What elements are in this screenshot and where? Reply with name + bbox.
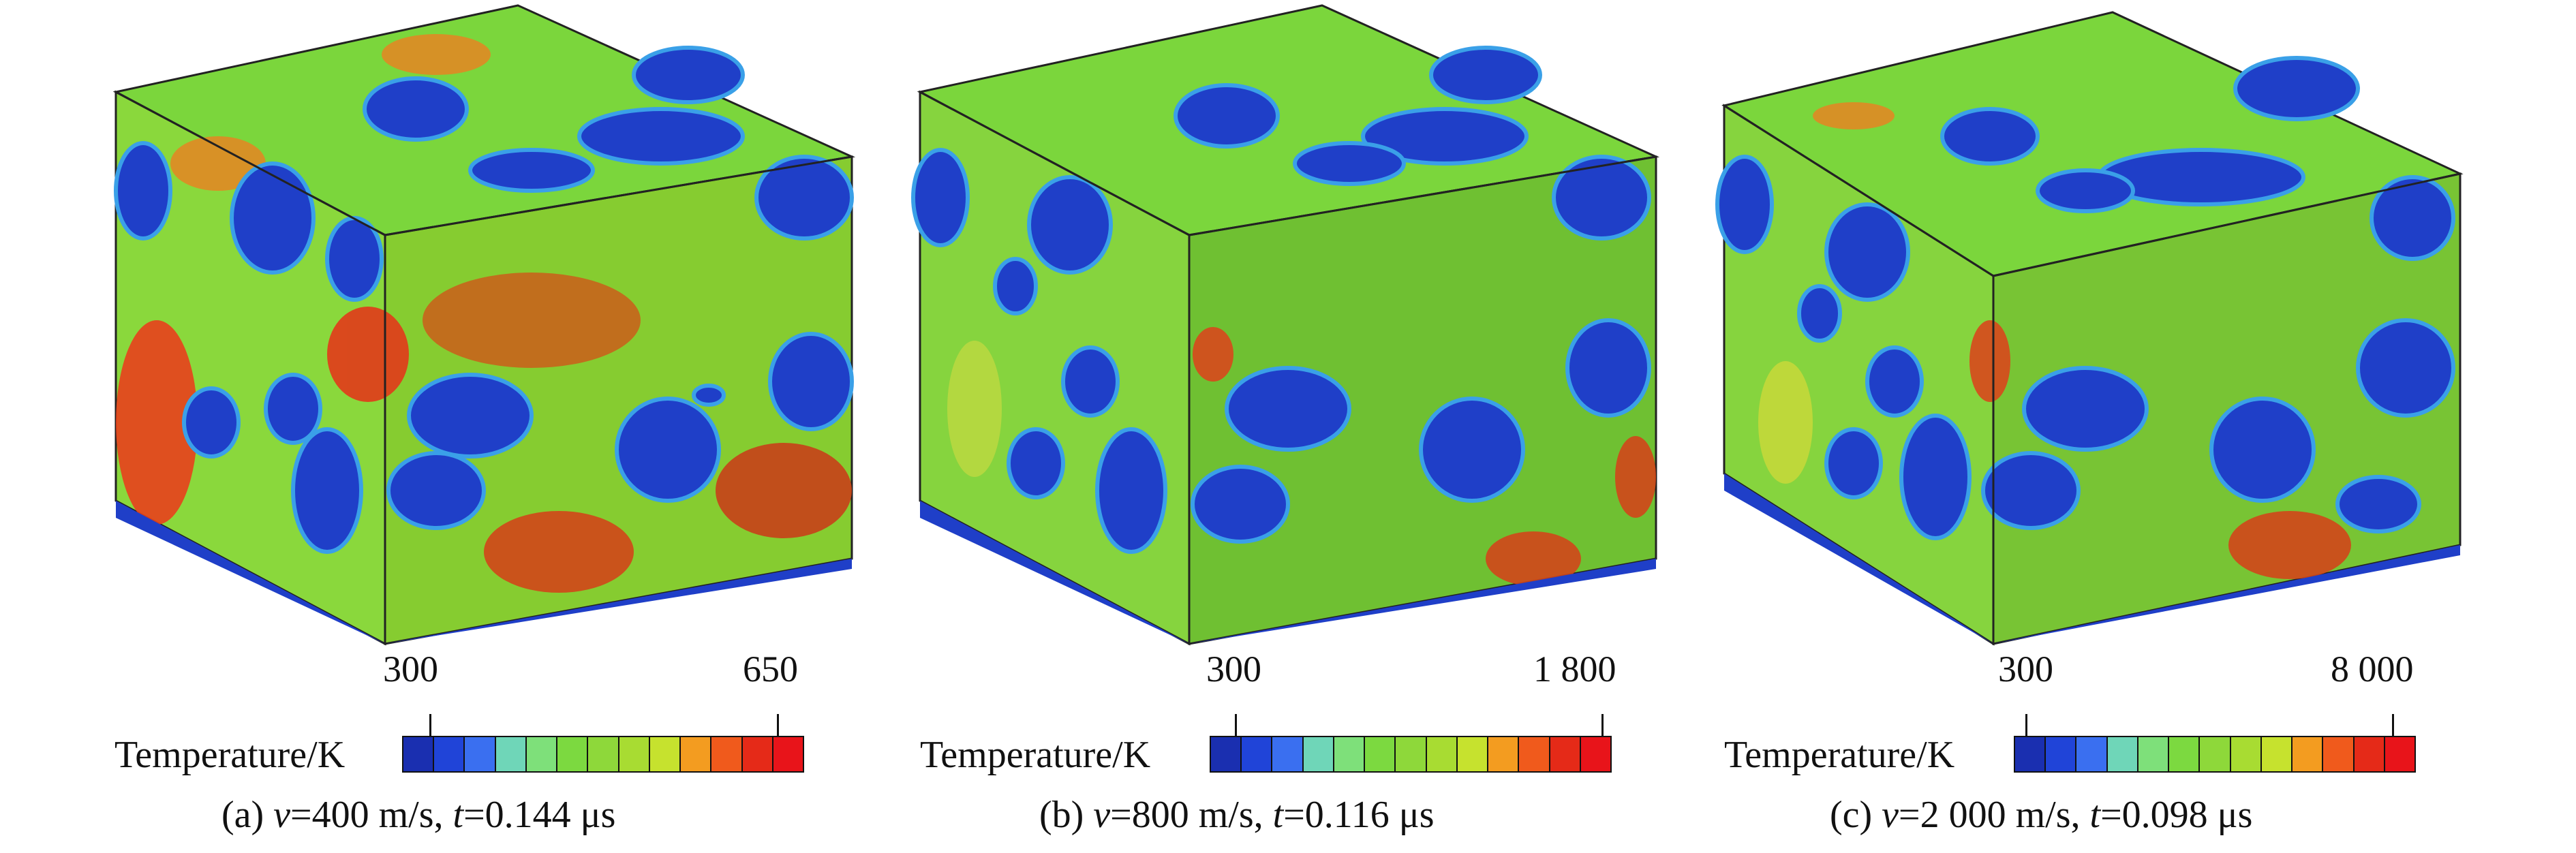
colorbar-min-label: 300 — [1206, 649, 1261, 689]
colorbar-swatch — [773, 737, 803, 771]
colorbar-swatch — [649, 737, 681, 771]
panel-a: 300 650 Temperature/K (a) v=400 m/s, t=0… — [0, 0, 859, 853]
colorbar-swatch — [1550, 737, 1581, 771]
colorbar-swatch — [2323, 737, 2355, 771]
colorbar-swatch — [1303, 737, 1334, 771]
colorbar-title: Temperature/K — [920, 734, 1151, 776]
colorbar-swatch — [1519, 737, 1550, 771]
colorbar-swatch — [1488, 737, 1520, 771]
temperature-cube-a — [112, 4, 856, 646]
colorbar-swatch — [434, 737, 465, 771]
colorbar-swatch — [2015, 737, 2046, 771]
colorbar-swatch — [2230, 737, 2262, 771]
colorbar-swatch — [1426, 737, 1458, 771]
colorbar-max-tick — [1601, 714, 1604, 737]
colorbar-swatch — [1580, 737, 1611, 771]
caption-a: (a) v=400 m/s, t=0.144 μs — [221, 794, 616, 836]
temperature-cube-b — [911, 4, 1660, 646]
colorbar — [2014, 736, 2416, 773]
panel-b: 300 1 800 Temperature/K (b) v=800 m/s, t… — [804, 0, 1663, 853]
colorbar-swatch — [495, 737, 527, 771]
cold-pores — [911, 46, 1651, 554]
caption-c: (c) v=2 000 m/s, t=0.098 μs — [1830, 794, 2253, 836]
colorbar-max-tick — [2392, 714, 2394, 737]
colorbar-swatch — [1334, 737, 1366, 771]
colorbar-swatch — [2200, 737, 2231, 771]
colorbar-swatch — [557, 737, 589, 771]
colorbar-title: Temperature/K — [1724, 734, 1955, 776]
colorbar-max-label: 650 — [743, 649, 798, 689]
colorbar-swatch — [711, 737, 743, 771]
colorbar-min-tick — [429, 714, 431, 737]
hot-regions — [1758, 102, 2351, 579]
colorbar-swatch — [2076, 737, 2108, 771]
colorbar-swatch — [2107, 737, 2138, 771]
hot-regions — [116, 34, 852, 593]
colorbar-swatch — [681, 737, 712, 771]
temperature-cube-c — [1715, 11, 2464, 646]
colorbar-max-label: 8 000 — [2331, 649, 2414, 689]
panel-c: 300 8 000 Temperature/K (c) v=2 000 m/s,… — [1608, 0, 2467, 853]
colorbar-title: Temperature/K — [114, 734, 346, 776]
colorbar-min-label: 300 — [383, 649, 438, 689]
colorbar — [402, 736, 804, 773]
colorbar-swatch — [465, 737, 496, 771]
colorbar-swatch — [403, 737, 435, 771]
colorbar-swatch — [1457, 737, 1489, 771]
colorbar-min-label: 300 — [1998, 649, 2053, 689]
colorbar-swatch — [2138, 737, 2170, 771]
colorbar-swatch — [588, 737, 619, 771]
caption-b: (b) v=800 m/s, t=0.116 μs — [1039, 794, 1435, 836]
colorbar-min-tick — [1235, 714, 1237, 737]
cold-pores — [1715, 56, 2455, 540]
cold-pores — [114, 46, 854, 554]
colorbar-swatch — [2293, 737, 2324, 771]
colorbar-swatch — [1211, 737, 1242, 771]
colorbar-swatch — [619, 737, 650, 771]
colorbar-min-tick — [2025, 714, 2027, 737]
colorbar-swatch — [526, 737, 558, 771]
colorbar-swatch — [1396, 737, 1427, 771]
colorbar-max-label: 1 800 — [1533, 649, 1616, 689]
colorbar-swatch — [1365, 737, 1396, 771]
colorbar-swatch — [1272, 737, 1304, 771]
hot-regions — [947, 327, 1656, 586]
colorbar-swatch — [2261, 737, 2293, 771]
colorbar-max-tick — [777, 714, 779, 737]
colorbar-swatch — [2046, 737, 2077, 771]
colorbar-swatch — [2354, 737, 2385, 771]
colorbar-swatch — [742, 737, 773, 771]
colorbar-swatch — [1242, 737, 1273, 771]
colorbar — [1210, 736, 1612, 773]
colorbar-swatch — [2385, 737, 2415, 771]
colorbar-swatch — [2169, 737, 2201, 771]
